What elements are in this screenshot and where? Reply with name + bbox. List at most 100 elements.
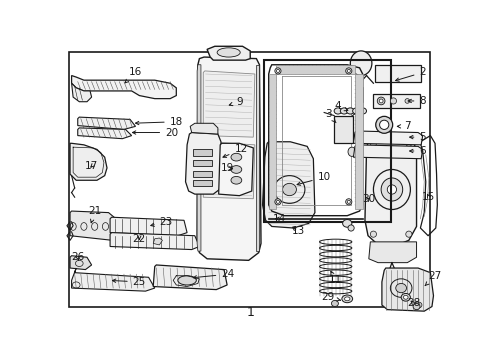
Text: 21: 21 — [88, 206, 101, 223]
Ellipse shape — [217, 48, 240, 57]
Text: 27: 27 — [424, 271, 441, 285]
Polygon shape — [381, 268, 432, 311]
Ellipse shape — [405, 140, 411, 147]
Text: 1: 1 — [246, 306, 254, 319]
Ellipse shape — [389, 98, 396, 104]
Bar — [193, 149, 211, 156]
Polygon shape — [78, 117, 135, 130]
Text: 3: 3 — [324, 109, 335, 123]
Ellipse shape — [375, 116, 392, 133]
Ellipse shape — [276, 69, 279, 72]
Polygon shape — [353, 145, 422, 159]
Ellipse shape — [341, 295, 352, 303]
Ellipse shape — [379, 120, 388, 130]
Ellipse shape — [340, 108, 347, 114]
Ellipse shape — [386, 185, 396, 194]
Polygon shape — [353, 131, 422, 145]
Text: 11: 11 — [328, 271, 342, 285]
Polygon shape — [197, 65, 201, 251]
Text: 10: 10 — [297, 172, 330, 185]
Ellipse shape — [347, 147, 355, 156]
Bar — [264, 60, 390, 222]
Text: 16: 16 — [125, 67, 142, 83]
Bar — [193, 180, 211, 186]
Polygon shape — [364, 132, 416, 247]
Polygon shape — [197, 57, 261, 260]
Ellipse shape — [347, 133, 355, 143]
Text: 12: 12 — [223, 144, 247, 157]
Polygon shape — [110, 217, 187, 236]
Polygon shape — [203, 142, 254, 199]
Text: 24: 24 — [193, 269, 234, 279]
Polygon shape — [78, 128, 131, 139]
Bar — [377, 134, 405, 143]
Text: 30: 30 — [362, 194, 375, 204]
Ellipse shape — [346, 69, 349, 72]
Ellipse shape — [369, 140, 376, 147]
Ellipse shape — [342, 220, 351, 227]
Ellipse shape — [230, 153, 241, 161]
Polygon shape — [190, 123, 218, 134]
Ellipse shape — [178, 276, 196, 285]
Polygon shape — [70, 256, 91, 270]
Ellipse shape — [331, 300, 338, 307]
Ellipse shape — [230, 166, 241, 173]
Ellipse shape — [405, 231, 411, 237]
Ellipse shape — [352, 108, 360, 114]
Ellipse shape — [274, 68, 281, 74]
Text: 2: 2 — [395, 67, 425, 81]
Polygon shape — [70, 143, 107, 180]
Ellipse shape — [230, 176, 241, 184]
Polygon shape — [203, 71, 254, 137]
Text: 23: 23 — [150, 217, 173, 227]
Text: 7: 7 — [396, 121, 410, 131]
Bar — [374, 65, 420, 82]
Text: 26: 26 — [71, 252, 84, 262]
Ellipse shape — [346, 108, 353, 114]
Ellipse shape — [358, 108, 366, 114]
Polygon shape — [71, 76, 176, 99]
Ellipse shape — [380, 178, 402, 201]
Text: 17: 17 — [85, 161, 98, 171]
Ellipse shape — [412, 303, 419, 310]
Polygon shape — [70, 211, 120, 240]
Text: 20: 20 — [132, 127, 178, 138]
Ellipse shape — [346, 200, 349, 203]
Text: 28: 28 — [406, 298, 419, 309]
Ellipse shape — [377, 97, 384, 105]
Ellipse shape — [369, 231, 376, 237]
Text: 4: 4 — [334, 101, 347, 111]
Bar — [333, 116, 352, 143]
Polygon shape — [185, 132, 221, 194]
Text: 18: 18 — [135, 117, 183, 127]
Text: 6: 6 — [409, 146, 425, 156]
Text: 25: 25 — [112, 277, 146, 287]
Polygon shape — [256, 65, 259, 251]
Ellipse shape — [276, 200, 279, 203]
Text: 14: 14 — [272, 214, 285, 224]
Polygon shape — [110, 233, 199, 249]
Text: 19: 19 — [221, 163, 234, 173]
Ellipse shape — [404, 99, 409, 103]
Polygon shape — [354, 74, 362, 209]
Text: 15: 15 — [421, 192, 435, 202]
Text: 13: 13 — [291, 226, 304, 236]
Text: 29: 29 — [321, 292, 340, 302]
Ellipse shape — [333, 108, 341, 114]
Bar — [193, 160, 211, 166]
Ellipse shape — [344, 297, 349, 301]
Polygon shape — [153, 265, 226, 289]
Ellipse shape — [282, 183, 296, 195]
Polygon shape — [153, 238, 162, 245]
Ellipse shape — [274, 199, 281, 205]
Polygon shape — [71, 268, 154, 291]
Ellipse shape — [349, 51, 371, 76]
Text: 5: 5 — [409, 132, 425, 142]
Polygon shape — [276, 65, 354, 74]
Ellipse shape — [347, 225, 353, 231]
Text: 8: 8 — [407, 96, 425, 106]
Text: 22: 22 — [132, 234, 146, 244]
Ellipse shape — [345, 199, 351, 205]
Ellipse shape — [413, 302, 421, 308]
Polygon shape — [368, 242, 416, 263]
